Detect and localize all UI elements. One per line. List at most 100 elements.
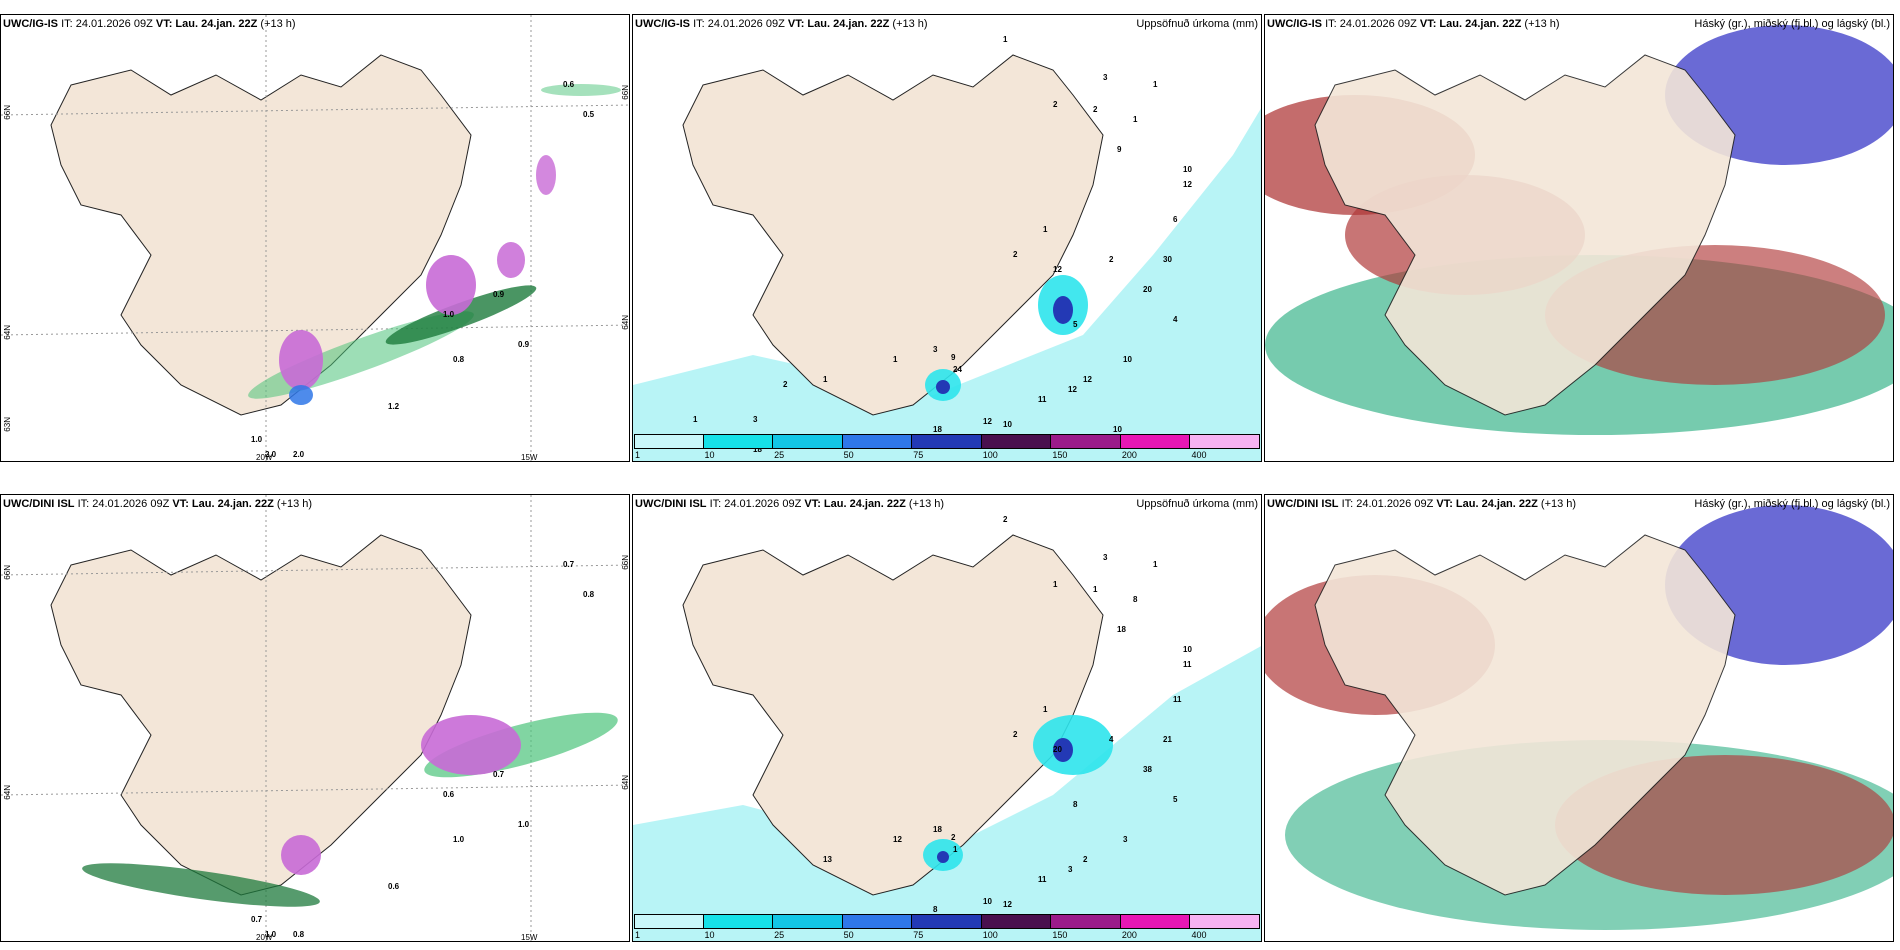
precip-value-label: 2: [1013, 730, 1018, 739]
colorbar-tick-label: 1: [635, 450, 641, 460]
precip-value-label: 1: [953, 845, 958, 854]
precip-value-label: 38: [1143, 765, 1152, 774]
model-name: UWC/DINI ISL: [1267, 498, 1339, 510]
cloud-map: [1265, 15, 1893, 461]
colorbar-tick-label: 100: [982, 450, 998, 460]
precip-value-label: 20: [1053, 745, 1062, 754]
precip-label: Uppsöfnuð úrkoma (mm): [1136, 18, 1258, 30]
colorbar-tick-label: 400: [1191, 930, 1207, 940]
panel-title: UWC/DINI ISL IT: 24.01.2026 09Z VT: Lau.…: [635, 498, 944, 510]
x-axis-label: 15W: [521, 453, 538, 462]
y-axis-label: 66N: [3, 565, 12, 580]
precip-value-label: 18: [933, 825, 942, 834]
y-axis-label: 66N: [621, 85, 630, 100]
precip-value-label: 1: [1043, 225, 1048, 234]
precip-value-label: 8: [1073, 800, 1078, 809]
precip-value-label: 9: [1117, 145, 1122, 154]
precip-value-label: 10: [1003, 420, 1012, 429]
colorbar-swatch: [842, 434, 913, 449]
precip-value-label: 10: [983, 897, 992, 906]
wind-map: [1, 15, 629, 461]
wind-speed-label: 2.0: [293, 450, 305, 459]
precip-map: [633, 54, 1261, 461]
precip-value-label: 18: [1117, 625, 1126, 634]
precip-value-label: 3: [1103, 73, 1108, 82]
colorbar-swatch: [1051, 434, 1121, 449]
panel-title: UWC/DINI ISL IT: 24.01.2026 09Z VT: Lau.…: [1267, 498, 1576, 510]
x-axis-label: 20W: [256, 933, 273, 942]
wind-speed-label: 1.0: [443, 310, 455, 319]
precip-value-label: 10: [1123, 355, 1132, 364]
colorbar-swatch: [912, 914, 982, 929]
precip-value-label: 12: [1068, 385, 1077, 394]
valid-time: Lau. 24.jan. 22Z: [807, 18, 890, 30]
precip-value-label: 2: [1093, 105, 1098, 114]
colorbar-tick-label: 400: [1191, 450, 1207, 460]
panel-wind-row2: UWC/DINI ISL IT: 24.01.2026 09Z VT: Lau.…: [0, 494, 630, 942]
init-time: IT: 24.01.2026 09Z: [709, 498, 802, 510]
colorbar-swatch: [1120, 434, 1191, 449]
valid-time-prefix: VT:: [787, 18, 805, 30]
valid-time-prefix: VT:: [172, 498, 189, 510]
wind-speed-label: 0.5: [583, 110, 595, 119]
panel-title: UWC/DINI ISL IT: 24.01.2026 09Z VT: Lau.…: [3, 498, 312, 510]
precip-value-label: 24: [953, 365, 962, 374]
panel-title: UWC/IG-IS IT: 24.01.2026 09Z VT: Lau. 24…: [1267, 18, 1560, 30]
init-time: IT: 24.01.2026 09Z: [1325, 18, 1417, 30]
precip-value-label: 20: [1143, 285, 1152, 294]
panel-precip-row1: UWC/IG-IS IT: 24.01.2026 09Z VT: Lau. 24…: [632, 14, 1262, 462]
valid-time-prefix: VT:: [1419, 18, 1437, 30]
wind-speed-label: 1.2: [388, 402, 400, 411]
precip-value-label: 2: [1083, 855, 1088, 864]
valid-time: Lau. 24.jan. 22Z: [175, 18, 258, 30]
precip-value-label: 3: [933, 345, 938, 354]
valid-time-prefix: VT:: [155, 18, 173, 30]
precip-value-label: 10: [1113, 425, 1122, 434]
colorbar-swatch: [773, 914, 843, 929]
colorbar-tick-label: 50: [843, 930, 854, 940]
y-axis-label: 66N: [621, 555, 630, 570]
panel-title: UWC/IG-IS IT: 24.01.2026 09Z VT: Lau. 24…: [635, 18, 928, 30]
precip-value-label: 12: [983, 417, 992, 426]
colorbar-tick-label: 1: [635, 930, 641, 940]
model-name: UWC/IG-IS: [1267, 18, 1322, 30]
panel-title: UWC/IG-IS IT: 24.01.2026 09Z VT: Lau. 24…: [3, 18, 296, 30]
y-axis-label: 64N: [3, 325, 12, 340]
valid-time-prefix: VT:: [804, 498, 821, 510]
valid-time: Lau. 24.jan. 22Z: [1439, 18, 1522, 30]
panel-cloud-row1: UWC/IG-IS IT: 24.01.2026 09Z VT: Lau. 24…: [1264, 14, 1894, 462]
model-name: UWC/IG-IS: [635, 18, 690, 30]
precip-value-label: 2: [951, 833, 956, 842]
colorbar-tick-label: 100: [982, 930, 998, 940]
wind-speed-label: 0.8: [583, 590, 595, 599]
precip-value-label: 18: [933, 425, 942, 434]
precip-value-label: 2: [1003, 515, 1008, 524]
valid-time: Lau. 24.jan. 22Z: [191, 498, 274, 510]
colorbar-tick-label: 150: [1052, 450, 1068, 460]
precip-value-label: 10: [1183, 165, 1192, 174]
precip-value-label: 4: [1173, 315, 1178, 324]
precip-value-label: 13: [823, 855, 832, 864]
precip-value-label: 8: [933, 905, 938, 914]
colorbar-tick-label: 10: [704, 930, 715, 940]
precip-value-label: 9: [951, 353, 956, 362]
precip-value-label: 1: [1133, 115, 1138, 124]
lead-time: (+13 h): [276, 498, 313, 510]
colorbar-tick-label: 50: [843, 450, 854, 460]
init-time: IT: 24.01.2026 09Z: [77, 498, 170, 510]
x-axis-label: 15W: [521, 933, 538, 942]
colorbar-tick-label: 75: [913, 930, 924, 940]
precip-value-label: 1: [1153, 80, 1158, 89]
precip-value-label: 11: [1038, 875, 1047, 884]
y-axis-label: 64N: [621, 315, 630, 330]
precip-value-label: 4: [1109, 735, 1114, 744]
model-name: UWC/DINI ISL: [635, 498, 707, 510]
colorbar-swatch: [773, 434, 843, 449]
precip-value-label: 1: [1043, 705, 1048, 714]
wind-speed-label: 1.0: [518, 820, 530, 829]
precip-value-label: 21: [1163, 735, 1172, 744]
init-time: IT: 24.01.2026 09Z: [693, 18, 785, 30]
precip-value-label: 1: [1153, 560, 1158, 569]
wind-speed-label: 0.7: [251, 915, 263, 924]
wind-speed-label: 0.6: [388, 882, 400, 891]
